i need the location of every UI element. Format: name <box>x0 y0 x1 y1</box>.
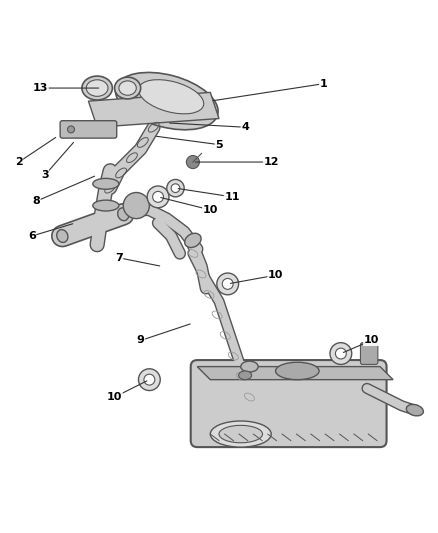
FancyBboxPatch shape <box>60 120 117 138</box>
Ellipse shape <box>82 76 113 100</box>
Text: 3: 3 <box>41 170 49 180</box>
Polygon shape <box>88 92 219 127</box>
Ellipse shape <box>57 230 68 243</box>
Circle shape <box>147 186 169 208</box>
Ellipse shape <box>239 371 252 379</box>
Ellipse shape <box>406 405 424 416</box>
FancyBboxPatch shape <box>360 343 378 365</box>
Circle shape <box>167 180 184 197</box>
Circle shape <box>152 191 163 203</box>
Text: 12: 12 <box>264 157 279 167</box>
Ellipse shape <box>93 179 119 189</box>
Text: 1: 1 <box>320 79 327 88</box>
Text: 11: 11 <box>224 192 240 202</box>
Text: 4: 4 <box>241 122 249 132</box>
Ellipse shape <box>118 208 129 221</box>
Text: 9: 9 <box>137 335 145 345</box>
Ellipse shape <box>185 233 201 247</box>
Circle shape <box>144 374 155 385</box>
Ellipse shape <box>219 425 262 443</box>
Ellipse shape <box>138 79 204 114</box>
Text: 8: 8 <box>32 196 40 206</box>
Text: 10: 10 <box>364 335 379 345</box>
FancyBboxPatch shape <box>191 360 387 447</box>
Circle shape <box>336 348 346 359</box>
Text: 10: 10 <box>268 270 283 280</box>
Circle shape <box>67 126 74 133</box>
Circle shape <box>171 184 180 192</box>
Ellipse shape <box>115 77 141 99</box>
Circle shape <box>138 369 160 391</box>
Circle shape <box>222 278 233 289</box>
Ellipse shape <box>86 80 108 96</box>
Circle shape <box>186 156 199 168</box>
Ellipse shape <box>210 421 271 447</box>
Ellipse shape <box>276 362 319 379</box>
Text: 5: 5 <box>215 140 223 150</box>
Circle shape <box>123 192 149 219</box>
Ellipse shape <box>241 361 258 372</box>
Text: 7: 7 <box>115 253 123 263</box>
Text: 6: 6 <box>28 231 36 241</box>
Circle shape <box>330 343 352 365</box>
Ellipse shape <box>116 72 218 130</box>
Ellipse shape <box>119 81 136 95</box>
Text: 13: 13 <box>33 83 48 93</box>
Text: 10: 10 <box>107 392 122 402</box>
Circle shape <box>217 273 239 295</box>
Text: 2: 2 <box>15 157 23 167</box>
Polygon shape <box>197 367 393 379</box>
Text: 10: 10 <box>203 205 218 215</box>
Ellipse shape <box>93 200 119 211</box>
